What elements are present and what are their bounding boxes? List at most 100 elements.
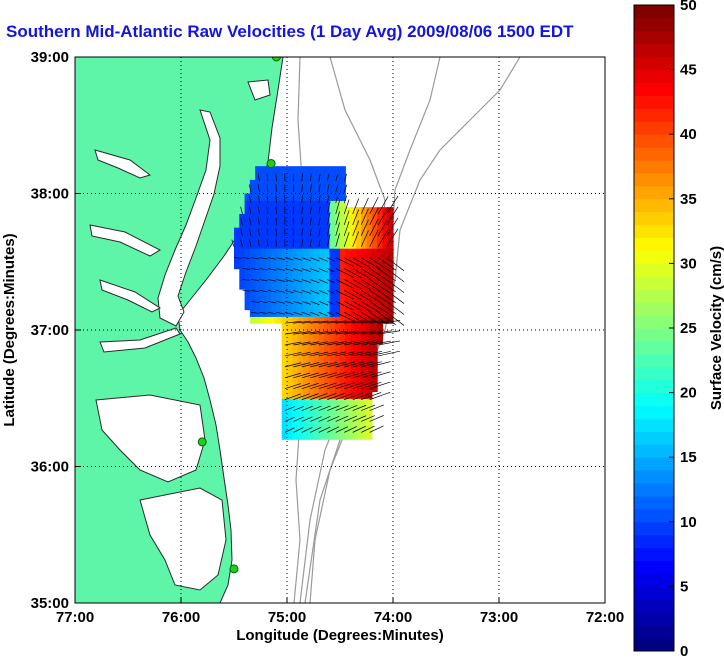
heatmap-cell	[297, 302, 304, 311]
velocity-vector	[293, 279, 303, 283]
heatmap-cell	[355, 336, 362, 345]
velocity-vector	[343, 184, 348, 193]
heatmap-cell	[255, 166, 262, 174]
velocity-vector	[386, 268, 405, 283]
heatmap-cell	[382, 289, 389, 297]
heatmap-cell	[271, 173, 277, 181]
heatmap-cell	[276, 186, 283, 195]
heatmap-cell	[345, 302, 352, 311]
heatmap-cell	[340, 343, 346, 352]
heatmap-cell	[377, 213, 383, 222]
heatmap-cell	[297, 261, 304, 270]
heatmap-cell	[334, 336, 341, 345]
heatmap-cell	[244, 289, 251, 297]
heatmap-cell	[302, 234, 309, 242]
velocity-vector	[378, 320, 401, 324]
heatmap-cell	[249, 220, 256, 229]
heatmap-cell	[345, 295, 352, 304]
heatmap-cell	[345, 234, 352, 242]
heatmap-cell	[287, 213, 293, 222]
colorbar-swatch	[634, 82, 674, 96]
heatmap-cell	[334, 323, 341, 331]
heatmap-cell	[366, 268, 373, 276]
velocity-vector	[327, 279, 335, 283]
heatmap-cell	[324, 330, 330, 338]
heatmap-cell	[302, 220, 309, 229]
velocity-vector	[326, 173, 330, 182]
chesapeake-bay	[157, 109, 221, 327]
velocity-vector	[352, 268, 371, 280]
velocity-vector	[318, 239, 321, 247]
velocity-vector	[343, 173, 348, 182]
heatmap-cell	[249, 302, 256, 311]
velocity-vector	[293, 372, 311, 379]
velocity-vector	[344, 361, 364, 368]
velocity-vector	[327, 372, 346, 379]
heatmap-cell	[318, 343, 325, 352]
heatmap-cell	[350, 357, 357, 365]
heatmap-cell	[281, 254, 288, 263]
heatmap-cell	[334, 398, 341, 406]
velocity-vector	[377, 229, 389, 247]
heatmap-cell	[234, 261, 240, 270]
colorbar-swatch	[634, 69, 674, 84]
velocity-vector	[257, 206, 260, 215]
heatmap-cell	[276, 316, 283, 324]
velocity-vector	[327, 320, 347, 324]
heatmap-cell	[265, 254, 272, 263]
heatmap-cell	[313, 254, 320, 263]
heatmap-cell	[313, 173, 320, 181]
colorbar-tick-label: 0	[680, 643, 688, 659]
heatmap-cell	[371, 295, 378, 304]
heatmap-cell	[271, 220, 277, 229]
heatmap-cell	[302, 316, 309, 324]
heatmap-cell	[297, 377, 304, 386]
heatmap-cell	[297, 186, 304, 195]
heatmap-cell	[292, 377, 299, 386]
heatmap-cell	[350, 391, 357, 399]
heatmap-cell	[355, 302, 362, 311]
heatmap-cell	[371, 302, 378, 311]
heatmap-cell	[345, 261, 352, 270]
velocity-vector	[318, 416, 331, 422]
colorbar-swatch	[634, 276, 674, 290]
heatmap-cell	[340, 336, 346, 345]
velocity-vector	[343, 232, 350, 247]
velocity-vector	[284, 351, 302, 357]
heatmap-cell	[313, 391, 320, 399]
heatmap-cell	[329, 350, 336, 358]
heatmap-cell	[355, 418, 362, 427]
velocity-vector	[318, 405, 331, 411]
heatmap-cell	[292, 289, 299, 297]
heatmap-cell	[387, 309, 394, 317]
heatmap-cell	[265, 179, 272, 188]
heatmap-cell	[377, 241, 383, 249]
heatmap-cell	[260, 289, 267, 297]
velocity-vector	[318, 320, 338, 324]
heatmap-cell	[249, 213, 256, 222]
heatmap-cell	[292, 323, 299, 331]
velocity-vector	[257, 173, 260, 182]
heatmap-cell	[281, 411, 288, 420]
velocity-vector	[369, 268, 388, 281]
heatmap-cell	[355, 254, 362, 263]
velocity-vector	[250, 311, 259, 314]
heatmap-cell	[292, 193, 299, 201]
heatmap-cell	[292, 432, 299, 440]
colorbar-swatch	[634, 108, 674, 122]
heatmap-cell	[387, 248, 394, 256]
colorbar-swatch	[634, 5, 674, 19]
velocity-vector	[344, 426, 357, 433]
heatmap-cell	[302, 295, 309, 304]
heatmap-cell	[287, 207, 293, 215]
heatmap-cell	[255, 295, 262, 304]
velocity-vector	[369, 404, 385, 411]
heatmap-cell	[324, 248, 330, 256]
heatmap-cell	[249, 282, 256, 290]
heatmap-cell	[382, 309, 389, 317]
heatmap-cell	[292, 425, 299, 433]
colorbar-swatch	[634, 495, 674, 510]
heatmap-cell	[340, 323, 346, 331]
bathymetry-contour	[309, 57, 521, 603]
heatmap-cell	[329, 336, 336, 345]
